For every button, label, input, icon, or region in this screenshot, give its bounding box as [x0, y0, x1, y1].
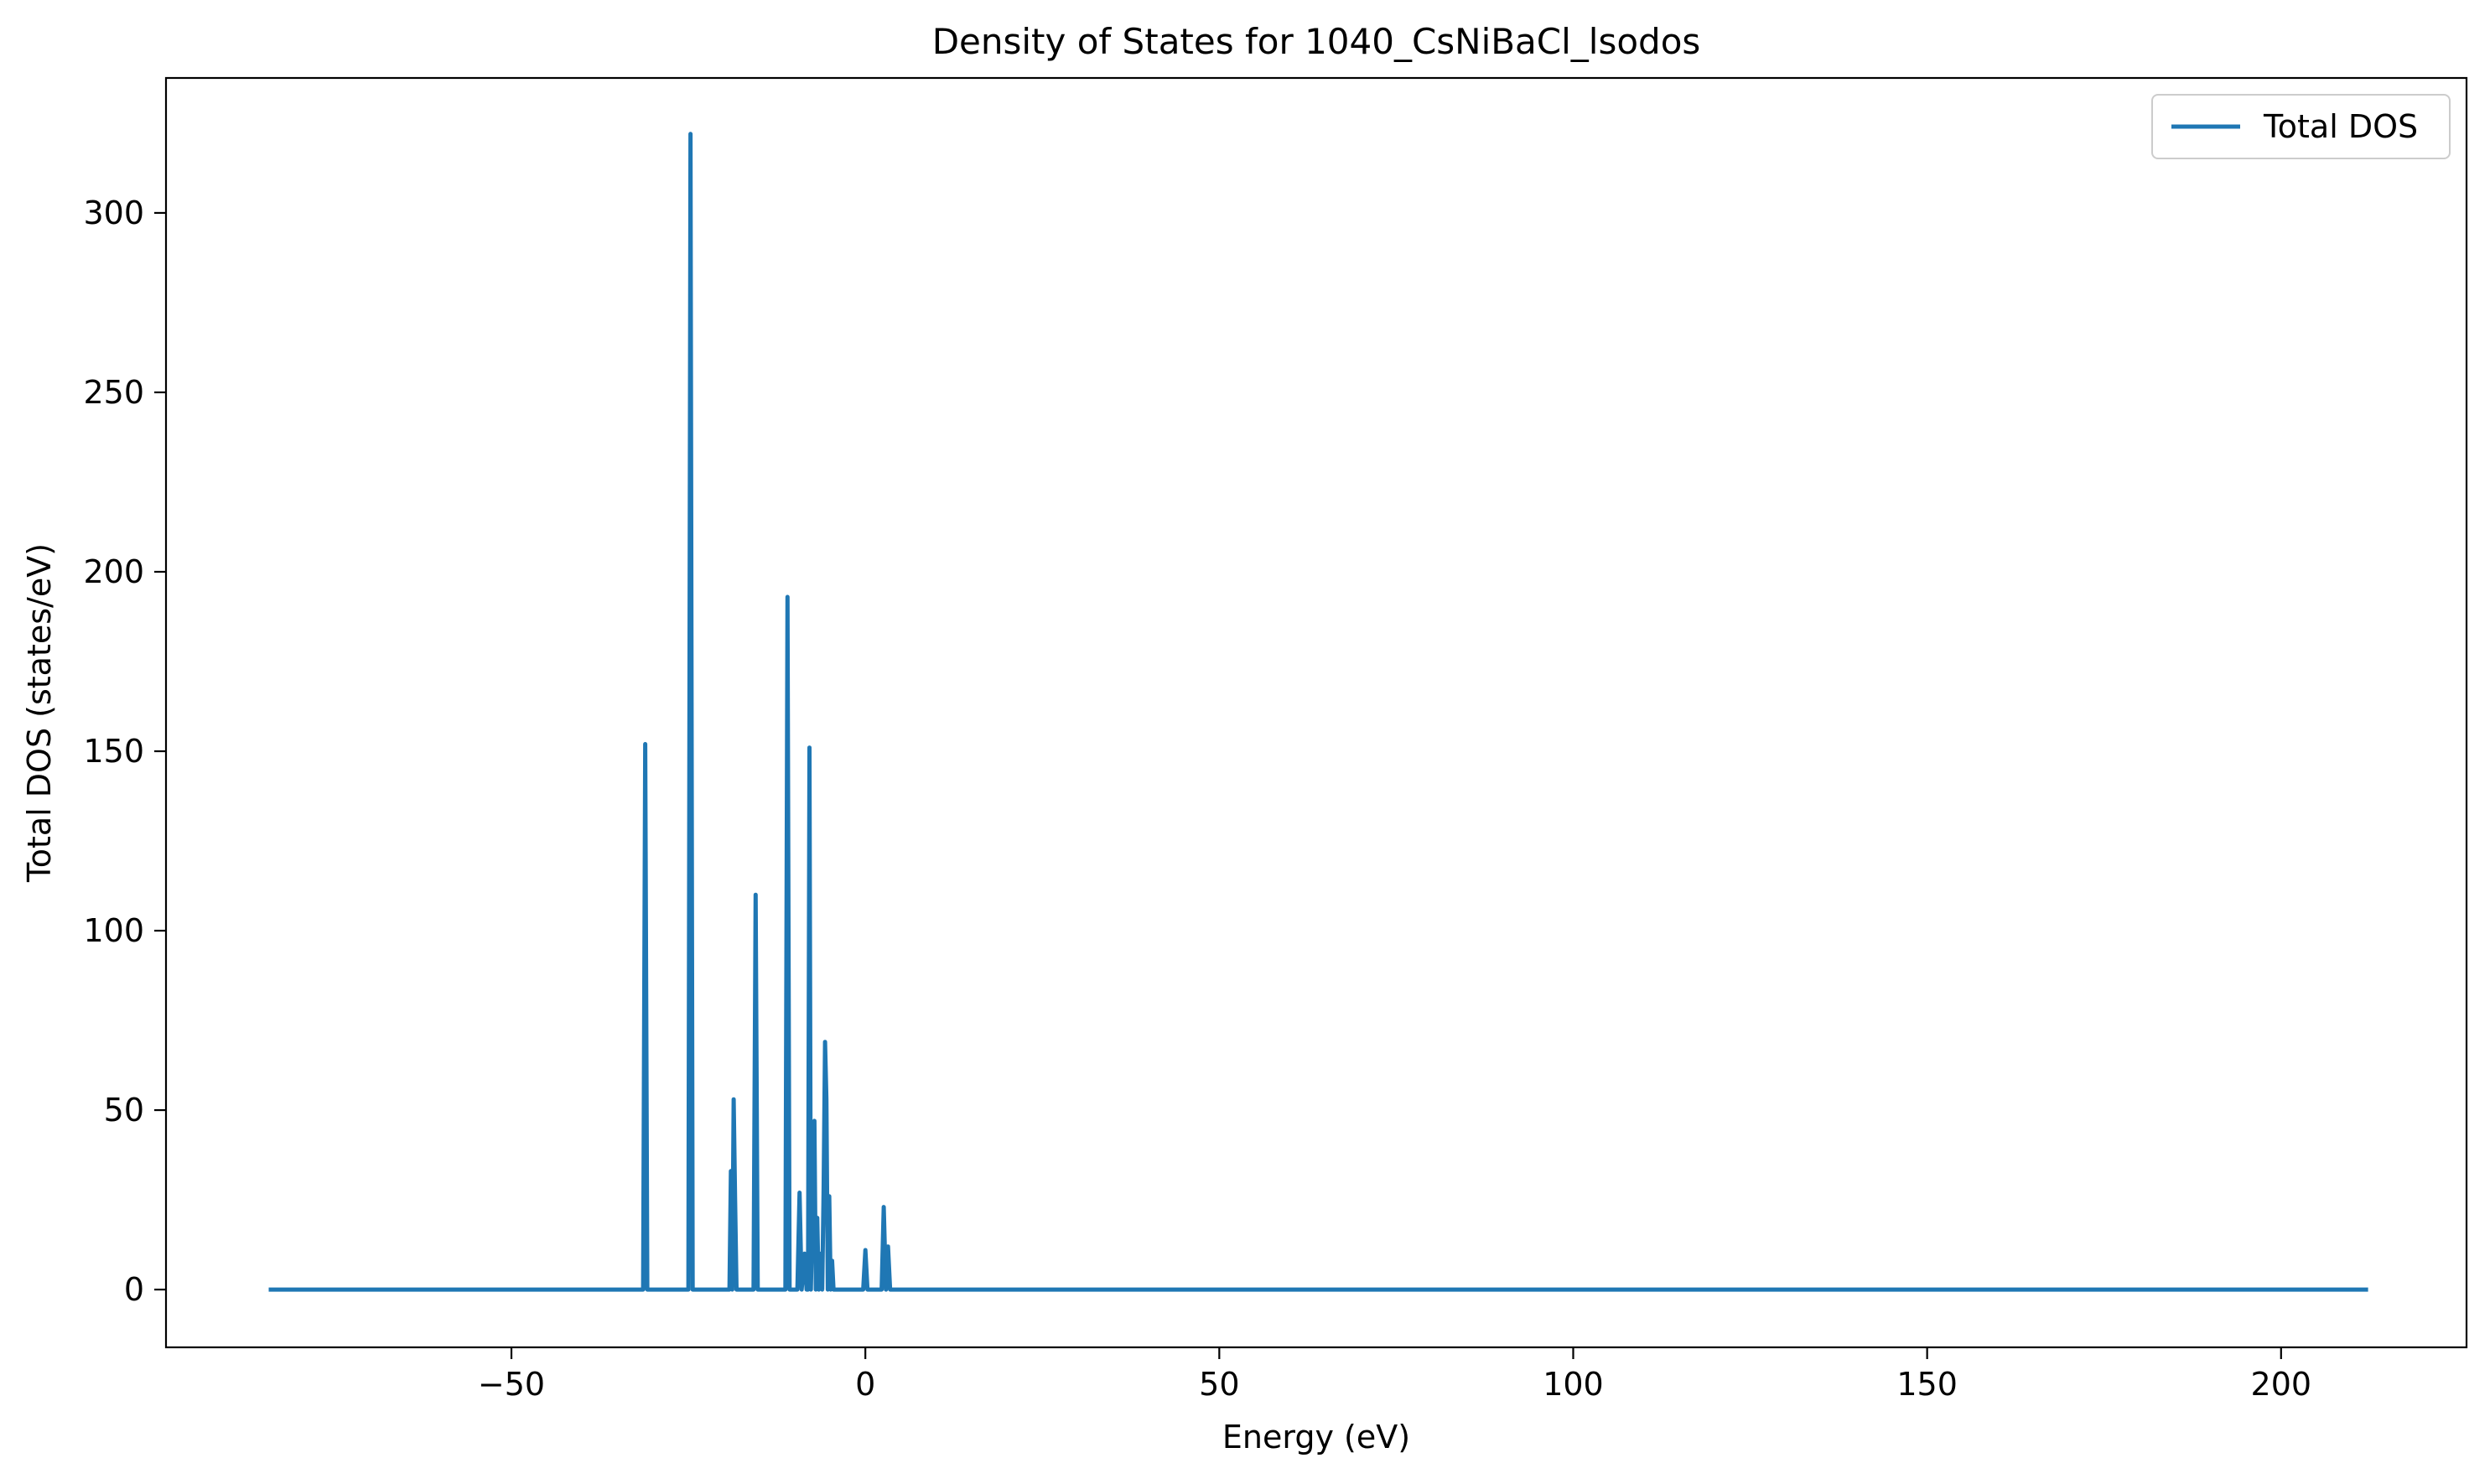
plot-clip-group [268, 132, 2368, 1292]
y-tick-label: 200 [83, 553, 144, 590]
legend-label-total-dos: Total DOS [2263, 108, 2418, 145]
x-axis-ticks: −50 0 50 100 150 200 [478, 1347, 2311, 1403]
y-tick-label: 100 [83, 912, 144, 949]
series-line-total-dos [268, 132, 2368, 1292]
y-axis-ticks: 0 50 100 150 200 250 300 [83, 195, 166, 1308]
x-tick-label: 150 [1896, 1366, 1958, 1403]
legend: Total DOS [2151, 94, 2451, 159]
legend-box [2151, 94, 2451, 159]
plot-area-frame [164, 76, 2468, 1349]
y-tick-label: 0 [124, 1271, 144, 1308]
y-tick-label: 250 [83, 374, 144, 411]
x-axis-label: Energy (eV) [1222, 1419, 1410, 1455]
y-tick-label: 300 [83, 195, 144, 231]
x-tick-label: 50 [1199, 1366, 1239, 1403]
x-tick-label: 100 [1543, 1366, 1604, 1403]
x-tick-label: 0 [855, 1366, 875, 1403]
x-tick-label: 200 [2251, 1366, 2312, 1403]
y-tick-label: 150 [83, 733, 144, 770]
x-tick-label: −50 [478, 1366, 545, 1403]
chart-title: Density of States for 1040_CsNiBaCl_lsod… [932, 21, 1701, 62]
y-tick-label: 50 [104, 1092, 144, 1129]
y-axis-label: Total DOS (states/eV) [21, 543, 58, 883]
